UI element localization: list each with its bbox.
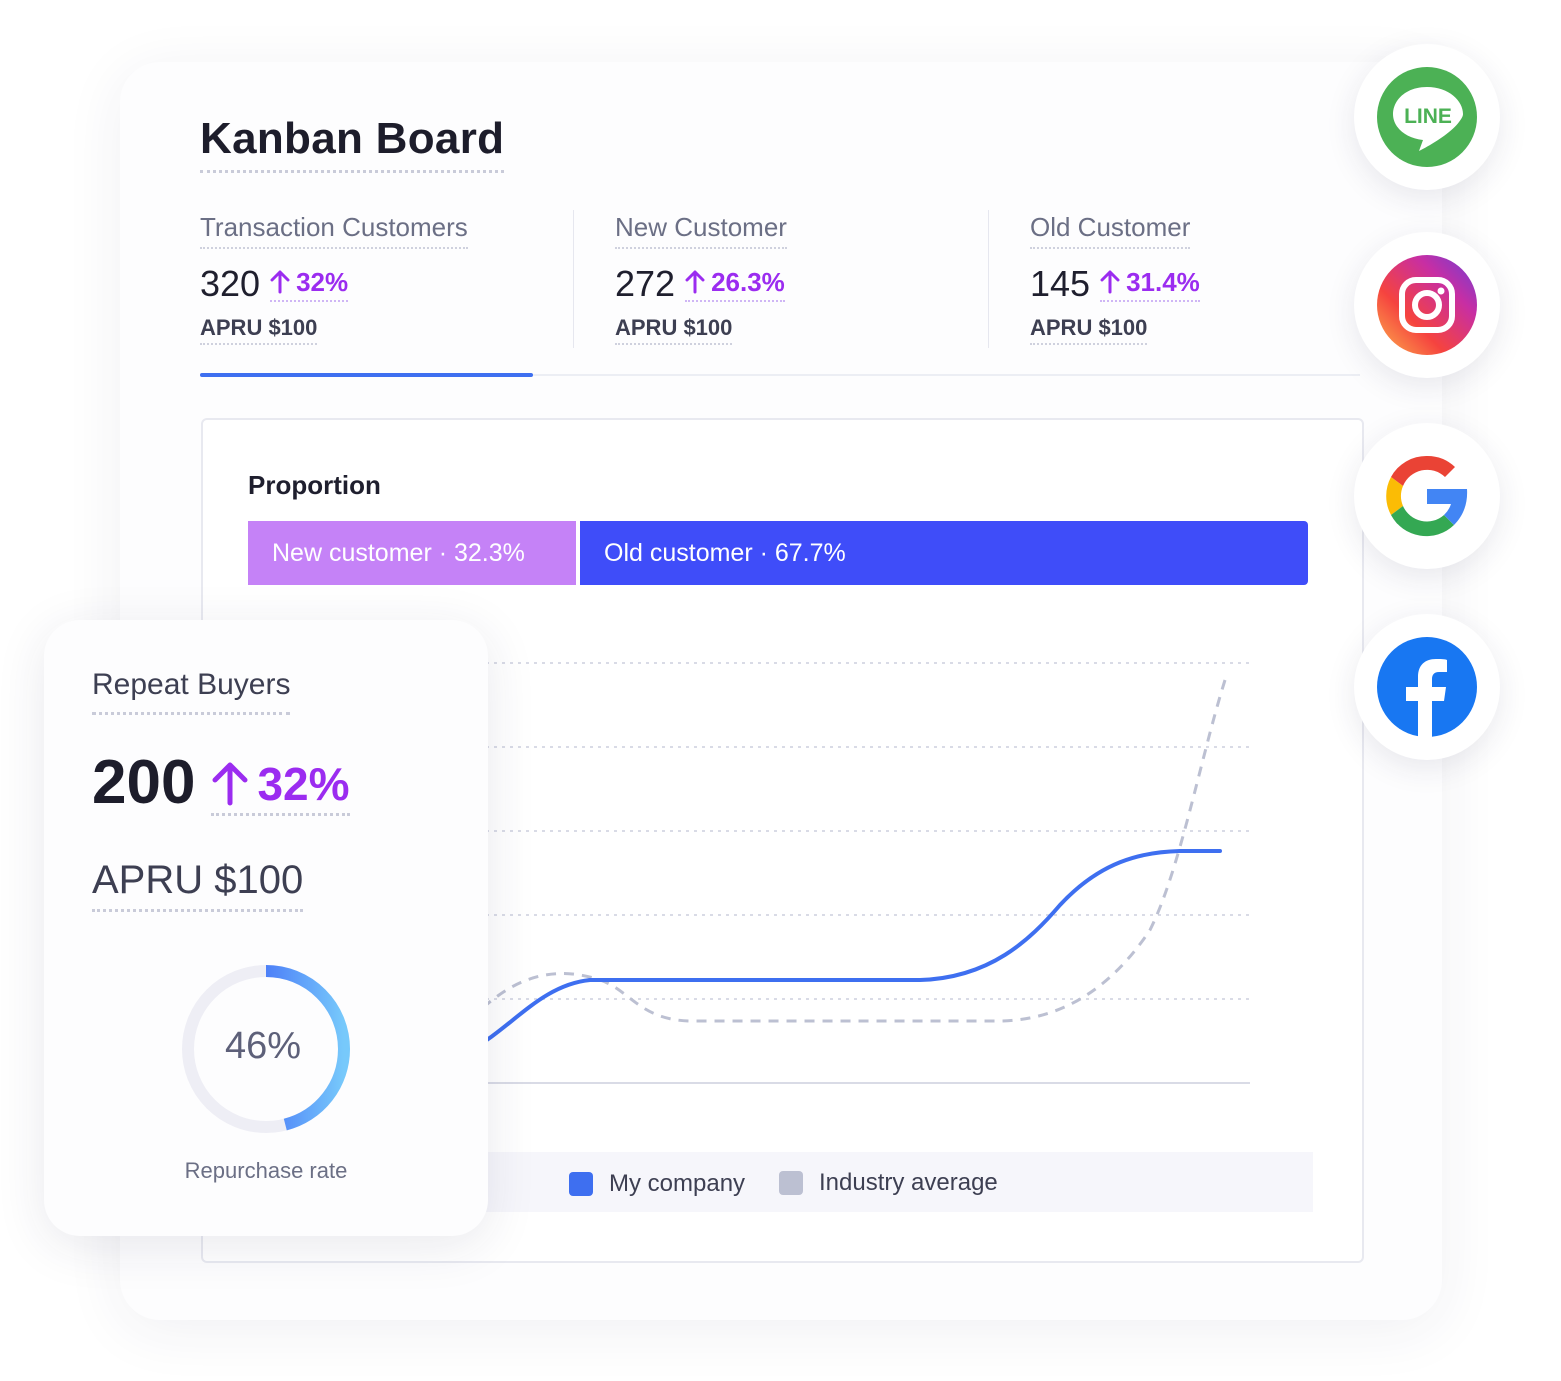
arrow-up-icon <box>270 270 290 294</box>
social-line[interactable]: LINE <box>1354 44 1500 190</box>
repeat-buyers-apru: APRU $100 <box>92 858 304 912</box>
legend-label: Industry average <box>819 1169 998 1196</box>
proportion-bar-old[interactable]: Old customer · 67.7% <box>580 521 1308 585</box>
instagram-icon <box>1377 255 1477 355</box>
gridlines <box>470 662 1250 1084</box>
repeat-buyers-card <box>44 620 488 1236</box>
legend-label: My company <box>609 1170 746 1197</box>
proportion-bar-new[interactable]: New customer · 32.3% <box>248 521 576 585</box>
stat-apru: APRU $100 <box>615 315 733 345</box>
tab-indicator-active <box>200 373 533 377</box>
proportion-title: Proportion <box>248 470 381 500</box>
stat-label: Old Customer <box>1030 212 1191 249</box>
stat-change-value: 31.4% <box>1126 266 1200 297</box>
stat-apru: APRU $100 <box>200 315 318 345</box>
donut-arc <box>182 965 350 1133</box>
industry-average-line <box>468 679 1227 1023</box>
divider <box>988 210 989 348</box>
my-company-line <box>468 849 1222 1052</box>
stat-change-value: 26.3% <box>711 266 785 297</box>
arrow-up-icon <box>212 762 248 806</box>
stat-change: 31.4% <box>1100 267 1200 302</box>
line-icon-text: LINE <box>1404 105 1452 128</box>
google-icon <box>1386 455 1468 537</box>
stat-value: 145 <box>1030 263 1091 304</box>
divider <box>573 210 574 348</box>
repeat-buyers-value-row: 200 32% <box>92 748 350 818</box>
repeat-buyers-title: Repeat Buyers <box>92 668 291 715</box>
social-facebook[interactable] <box>1354 614 1500 760</box>
stat-change-value: 32% <box>296 266 349 297</box>
stat-label: Transaction Customers <box>200 212 468 249</box>
page-title: Kanban Board <box>200 114 505 173</box>
repeat-buyers-value: 200 <box>92 748 196 817</box>
stat-new-customer[interactable]: New Customer 272 26.3% APRU $100 <box>615 212 787 345</box>
repeat-buyers-change: 32% <box>211 757 350 816</box>
repeat-buyers-change-value: 32% <box>257 758 350 810</box>
legend-swatch <box>779 1171 803 1195</box>
social-instagram[interactable] <box>1354 232 1500 378</box>
legend-industry-average[interactable]: Industry average <box>779 1169 998 1197</box>
arrow-up-icon <box>1100 270 1120 294</box>
stat-transaction-customers[interactable]: Transaction Customers 320 32% APRU $100 <box>200 212 468 345</box>
stat-change: 26.3% <box>685 267 785 302</box>
tab-track <box>200 374 1360 376</box>
legend-my-company[interactable]: My company <box>569 1170 745 1198</box>
chart-legend <box>470 1152 1313 1212</box>
stat-value: 320 <box>200 263 261 304</box>
repurchase-rate-value: 46% <box>224 1025 302 1067</box>
legend-swatch <box>569 1172 593 1196</box>
stat-apru: APRU $100 <box>1030 315 1148 345</box>
line-icon: LINE <box>1377 67 1477 167</box>
repurchase-rate-donut <box>182 965 350 1133</box>
facebook-icon <box>1377 637 1477 737</box>
stat-label: New Customer <box>615 212 787 249</box>
arrow-up-icon <box>685 270 705 294</box>
stat-change: 32% <box>270 266 349 302</box>
social-google[interactable] <box>1354 423 1500 569</box>
repurchase-rate-caption: Repurchase rate <box>184 1158 348 1183</box>
stat-value: 272 <box>615 263 676 304</box>
stat-old-customer[interactable]: Old Customer 145 31.4% APRU $100 <box>1030 212 1200 345</box>
